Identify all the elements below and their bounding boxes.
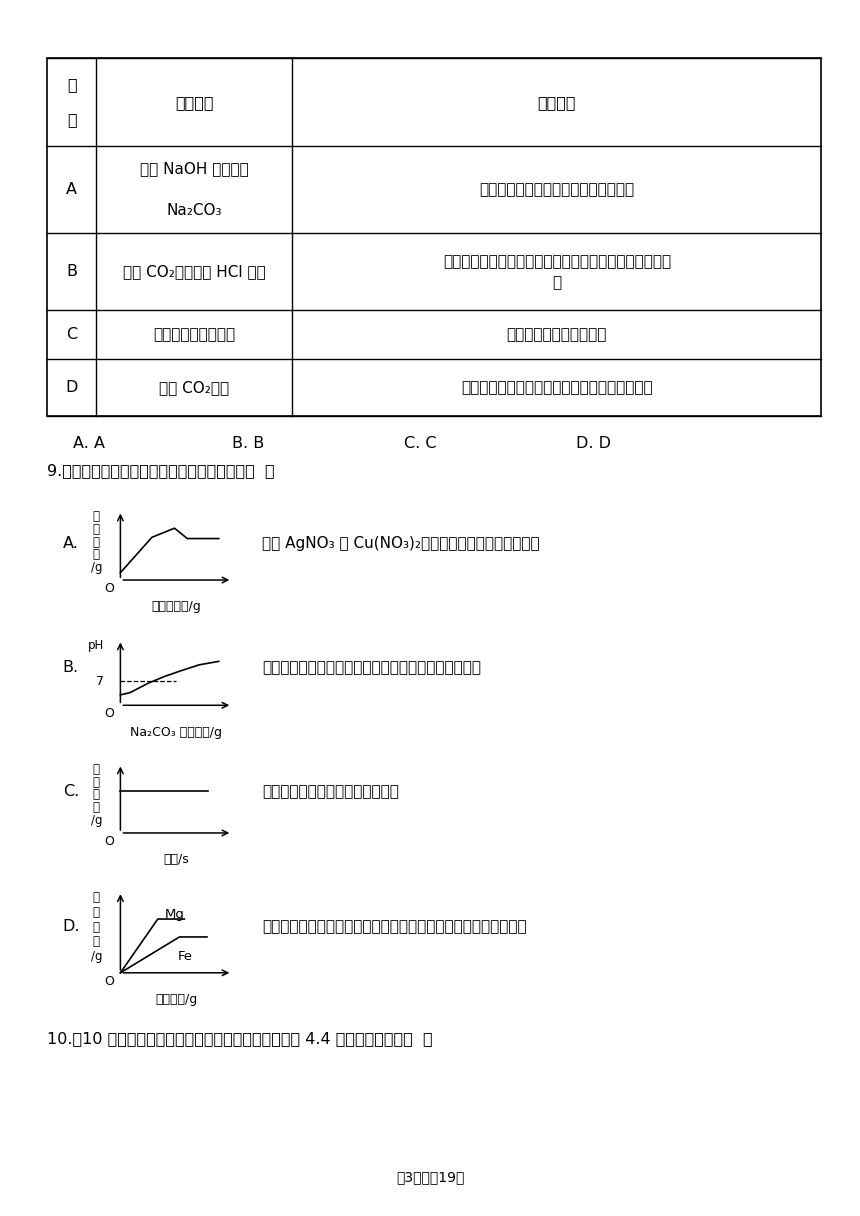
Text: 量: 量 (93, 548, 100, 561)
Text: C. C: C. C (404, 437, 437, 451)
Text: Fe: Fe (178, 950, 193, 963)
Text: 质: 质 (93, 535, 100, 548)
Text: O: O (104, 582, 114, 595)
Text: O: O (104, 835, 114, 848)
Text: 除去 CO₂中的少量 HCl 气体: 除去 CO₂中的少量 HCl 气体 (123, 264, 266, 280)
Text: 是浓硫酸长时间敬口露置于空气中: 是浓硫酸长时间敬口露置于空气中 (262, 784, 399, 799)
Text: O: O (104, 975, 114, 987)
Text: 是向盐酸和氪化馒的混合溶液中加入碳酸钔溶液至过量: 是向盐酸和氪化馒的混合溶液中加入碳酸钔溶液至过量 (262, 660, 482, 675)
Text: /g: /g (90, 814, 102, 827)
Text: B: B (66, 264, 77, 280)
Text: 7: 7 (95, 675, 104, 687)
Text: 锌粉的质量/g: 锌粉的质量/g (151, 601, 201, 613)
Text: 10.　10 克混合物与足量盐酸充分反应后，有可能产生 4.4 克二氧化碳的是（  ）: 10. 10 克混合物与足量盐酸充分反应后，有可能产生 4.4 克二氧化碳的是（… (47, 1031, 433, 1046)
Text: 检验 CO₂气体: 检验 CO₂气体 (159, 379, 230, 395)
Text: 质: 质 (93, 921, 100, 934)
Text: 实验目的: 实验目的 (175, 95, 213, 109)
Text: A.: A. (63, 536, 78, 551)
Text: 溶: 溶 (93, 764, 100, 776)
Bar (47, 58, 821, 416)
Text: 气: 气 (93, 906, 100, 919)
Text: C: C (66, 327, 77, 342)
Text: 溶: 溶 (93, 511, 100, 523)
Text: 是向 AgNO₃ 和 Cu(NO₃)₂的混合溶液中加入锌粉至过量: 是向 AgNO₃ 和 Cu(NO₃)₂的混合溶液中加入锌粉至过量 (262, 536, 540, 551)
Text: B.: B. (63, 660, 79, 675)
Text: 液: 液 (93, 523, 100, 536)
Text: 除去 NaOH 溶液中的

Na₂CO₃: 除去 NaOH 溶液中的 Na₂CO₃ (140, 162, 249, 218)
Text: /g: /g (90, 561, 102, 574)
Text: 鉴别合成纤维和羊毛: 鉴别合成纤维和羊毛 (153, 327, 236, 342)
Text: 加入过量澄清石灰水，充分反应后过滤: 加入过量澄清石灰水，充分反应后过滤 (479, 182, 635, 197)
Text: A. A: A. A (73, 437, 105, 451)
Text: Mg: Mg (164, 907, 185, 921)
Text: /g: /g (90, 950, 102, 963)
Text: 实验方案: 实验方案 (538, 95, 576, 109)
Text: A: A (66, 182, 77, 197)
Text: D.: D. (63, 919, 80, 934)
Text: B. B: B. B (232, 437, 265, 451)
Text: D: D (65, 379, 78, 395)
Text: 是向相同质量、相同质量分数的稀盐酸中分别逐渐加入镁粉和铁粉: 是向相同质量、相同质量分数的稀盐酸中分别逐渐加入镁粉和铁粉 (262, 919, 527, 934)
Text: 量: 量 (93, 935, 100, 948)
Text: 第3页，共19页: 第3页，共19页 (396, 1170, 464, 1184)
Text: pH: pH (89, 640, 104, 652)
Text: Na₂CO₃ 溶液质量/g: Na₂CO₃ 溶液质量/g (131, 726, 222, 738)
Text: 先通过足量的氢氧化钠溶液，再通过浓硫酸充分反应后过
滤: 先通过足量的氢氧化钠溶液，再通过浓硫酸充分反应后过 滤 (443, 254, 671, 289)
Text: D. D: D. D (576, 437, 611, 451)
Text: 9.　下列图像不能正确反映对应变化关系的是（  ）: 9. 下列图像不能正确反映对应变化关系的是（ ） (47, 463, 275, 478)
Text: 取样，分别点燃，闻气味: 取样，分别点燃，闻气味 (507, 327, 607, 342)
Text: 质: 质 (93, 788, 100, 801)
Text: 金属质量/g: 金属质量/g (155, 993, 198, 1006)
Text: 氢: 氢 (93, 891, 100, 903)
Text: 选

项: 选 项 (67, 78, 77, 126)
Text: 将燃着的木条伸入集气瓶内，观察火焰是否熄灭: 将燃着的木条伸入集气瓶内，观察火焰是否熄灭 (461, 379, 653, 395)
Text: 时间/s: 时间/s (163, 854, 189, 866)
Text: O: O (104, 708, 114, 720)
Text: 量: 量 (93, 801, 100, 814)
Text: 质: 质 (93, 776, 100, 789)
Text: C.: C. (63, 784, 79, 799)
